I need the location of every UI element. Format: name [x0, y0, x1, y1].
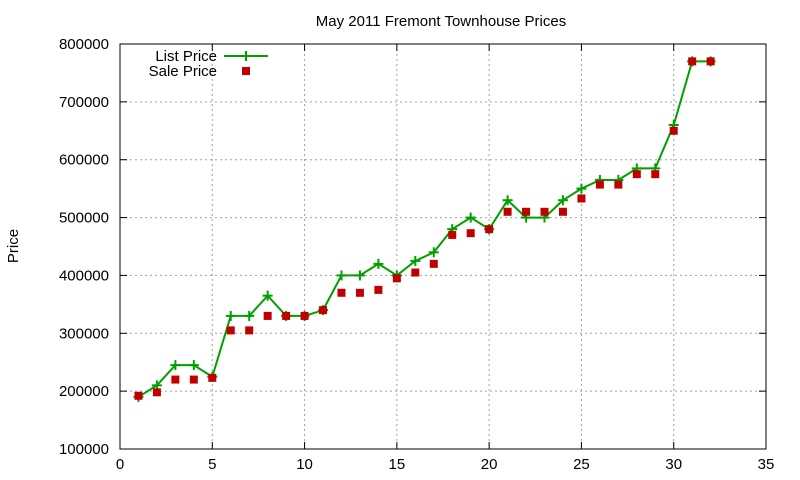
- y-tick-label: 300000: [59, 325, 109, 342]
- series-sale-price: [134, 57, 715, 400]
- legend-label-list-price: List Price: [155, 48, 217, 65]
- grid-lines: [120, 44, 766, 449]
- data-point-sale-price: [337, 288, 346, 297]
- data-point-sale-price: [558, 207, 567, 216]
- x-tick-label: 15: [389, 456, 406, 473]
- data-point-list-price: [465, 212, 476, 223]
- data-point-sale-price: [688, 57, 697, 66]
- data-point-list-price: [225, 310, 236, 321]
- data-point-list-price: [373, 258, 384, 269]
- data-point-sale-price: [669, 126, 678, 135]
- plot-border: [119, 43, 767, 450]
- data-point-sale-price: [263, 311, 272, 320]
- data-point-sale-price: [171, 375, 180, 384]
- data-point-sale-price: [411, 268, 420, 277]
- x-tick-labels: 0 5 10 15 20 25 30 35: [116, 456, 775, 473]
- data-point-sale-price: [152, 388, 161, 397]
- data-point-sale-price: [540, 207, 549, 216]
- x-tick-label: 10: [296, 456, 313, 473]
- data-point-sale-price: [245, 326, 254, 335]
- data-point-list-price: [244, 310, 255, 321]
- chart-title: May 2011 Fremont Townhouse Prices: [316, 13, 566, 30]
- data-point-sale-price: [226, 326, 235, 335]
- x-tick-label: 30: [665, 456, 682, 473]
- data-point-list-price: [188, 360, 199, 371]
- series-list-price: [133, 56, 716, 402]
- y-tick-label: 100000: [59, 441, 109, 458]
- data-point-sale-price: [282, 311, 291, 320]
- data-point-sale-price: [208, 373, 217, 382]
- data-point-sale-price: [577, 194, 586, 203]
- data-point-sale-price: [429, 259, 438, 268]
- legend: List Price Sale Price: [149, 48, 268, 80]
- data-point-sale-price: [392, 274, 401, 283]
- data-point-list-price: [262, 290, 273, 301]
- data-point-list-price: [428, 247, 439, 258]
- x-tick-label: 20: [481, 456, 498, 473]
- data-point-list-price: [557, 195, 568, 206]
- data-point-sale-price: [706, 57, 715, 66]
- data-point-sale-price: [319, 306, 328, 315]
- y-axis-label: Price: [5, 229, 22, 263]
- data-point-list-price: [502, 195, 513, 206]
- data-point-sale-price: [448, 230, 457, 239]
- legend-marker-list-price: [241, 51, 251, 61]
- data-point-list-price: [576, 183, 587, 194]
- data-point-sale-price: [651, 170, 660, 179]
- data-point-sale-price: [355, 288, 364, 297]
- data-point-list-price: [336, 270, 347, 281]
- series-line-list-price: [137, 60, 711, 398]
- y-tick-label: 400000: [59, 267, 109, 284]
- data-point-list-price: [410, 255, 421, 266]
- y-tick-label: 200000: [59, 383, 109, 400]
- x-tick-label: 0: [116, 456, 124, 473]
- data-point-sale-price: [595, 180, 604, 189]
- data-point-sale-price: [632, 170, 641, 179]
- legend-marker-sale-price: [242, 67, 250, 75]
- y-tick-labels: 100000 200000 300000 400000 500000 600000 7000…: [59, 36, 109, 458]
- x-tick-label: 25: [573, 456, 590, 473]
- data-point-sale-price: [522, 207, 531, 216]
- axis-ticks: [119, 43, 767, 450]
- data-point-sale-price: [374, 285, 383, 294]
- x-tick-label: 5: [208, 456, 216, 473]
- x-tick-label: 35: [758, 456, 775, 473]
- y-tick-label: 800000: [59, 36, 109, 53]
- legend-label-sale-price: Sale Price: [149, 63, 217, 80]
- data-point-sale-price: [503, 207, 512, 216]
- data-point-sale-price: [134, 391, 143, 400]
- data-point-sale-price: [300, 311, 309, 320]
- y-tick-label: 500000: [59, 210, 109, 227]
- data-point-sale-price: [614, 180, 623, 189]
- data-point-sale-price: [466, 229, 475, 238]
- data-point-sale-price: [485, 225, 494, 234]
- series-layer: [133, 56, 716, 402]
- data-point-list-price: [170, 360, 181, 371]
- data-point-sale-price: [189, 375, 198, 384]
- y-tick-label: 700000: [59, 94, 109, 111]
- data-point-list-price: [354, 270, 365, 281]
- y-tick-label: 600000: [59, 152, 109, 169]
